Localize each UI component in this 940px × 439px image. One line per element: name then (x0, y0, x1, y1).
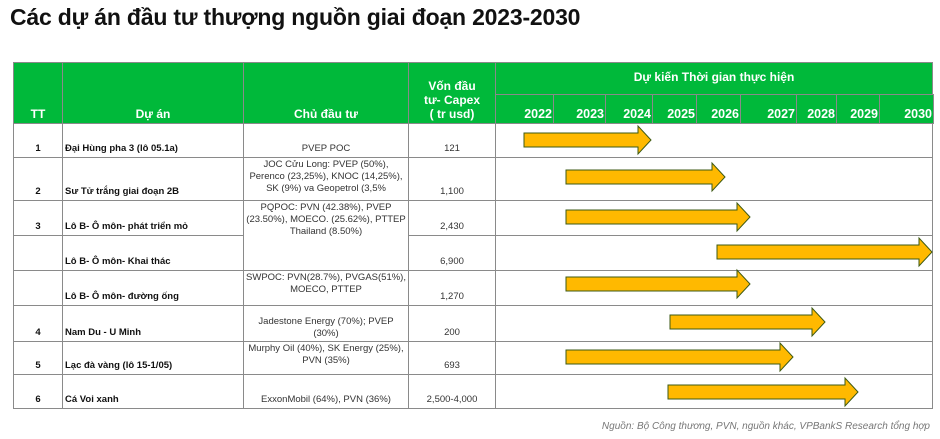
source-note: Nguồn: Bộ Công thương, PVN, nguồn khác, … (601, 421, 930, 432)
timeline-arrow (565, 161, 726, 193)
timeline-arrow (565, 341, 794, 373)
timeline-arrow (565, 201, 751, 233)
timeline-arrow (716, 236, 933, 268)
header-timeline: Dự kiến Thời gian thực hiện (495, 62, 933, 95)
header-year: 2028 (796, 94, 837, 124)
header-year: 2029 (836, 94, 880, 124)
timeline-cell (495, 374, 933, 409)
page-title: Các dự án đầu tư thượng nguồn giai đoạn … (10, 4, 581, 30)
header-year: 2022 (495, 94, 554, 124)
header-year: 2025 (652, 94, 697, 124)
timeline-arrow (669, 306, 826, 338)
timeline-arrow (523, 124, 652, 156)
header-tt: TT (13, 62, 63, 124)
timeline-arrow (667, 376, 859, 408)
header-owner: Chủ đầu tư (243, 62, 409, 124)
header-year: 2023 (553, 94, 606, 124)
timeline-arrow (565, 268, 751, 300)
